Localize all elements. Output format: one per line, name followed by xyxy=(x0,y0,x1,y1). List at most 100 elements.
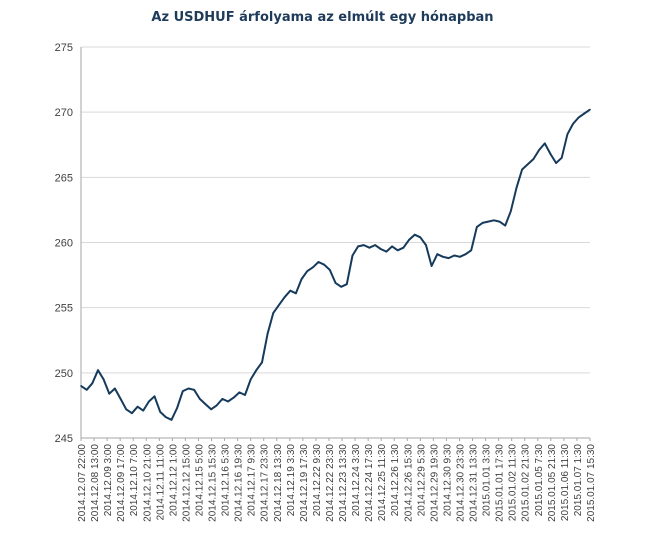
data-point xyxy=(323,263,325,266)
data-point xyxy=(266,332,269,335)
data-point xyxy=(396,249,399,252)
data-point xyxy=(261,361,263,364)
data-point xyxy=(114,387,116,390)
data-point xyxy=(374,244,376,246)
x-tick-label: 2014.12.16 19:30 xyxy=(234,444,245,522)
data-point xyxy=(329,269,331,271)
data-point xyxy=(159,411,161,413)
data-point xyxy=(515,186,518,189)
y-tick-label: 265 xyxy=(55,172,73,184)
data-point xyxy=(583,112,586,115)
data-point xyxy=(148,400,150,403)
data-point xyxy=(510,210,512,213)
data-point xyxy=(198,398,201,400)
data-point xyxy=(283,296,286,299)
data-point xyxy=(566,133,569,136)
data-point xyxy=(470,249,473,252)
x-tick-label: 2014.12.16 5:30 xyxy=(221,444,232,517)
data-point xyxy=(538,149,540,151)
x-tick-label: 2014.12.23 13:30 xyxy=(338,444,349,522)
data-point xyxy=(521,168,523,171)
x-tick-label: 2014.12.26 1:30 xyxy=(390,444,401,517)
data-point xyxy=(142,409,145,412)
data-point xyxy=(459,256,461,258)
x-tick-label: 2015.01.07 15:30 xyxy=(586,444,597,522)
data-point xyxy=(419,236,422,239)
data-point xyxy=(555,162,557,164)
x-tick-label: 2014.12.24 3:30 xyxy=(351,444,362,517)
x-tick-label: 2014.12.18 13:30 xyxy=(273,444,284,522)
x-tick-label: 2014.12.22 23:30 xyxy=(325,444,336,522)
x-tick-label: 2014.12.08 13:00 xyxy=(90,444,101,522)
x-tick-label: 2015.01.01 17:30 xyxy=(495,444,506,522)
x-tick-label: 2014.12.10 7:00 xyxy=(129,444,140,517)
y-tick-label: 250 xyxy=(55,368,73,380)
data-point xyxy=(362,244,365,246)
data-point xyxy=(227,400,229,403)
data-point xyxy=(476,226,478,228)
gridlines xyxy=(81,46,590,374)
data-point xyxy=(572,123,574,125)
data-point xyxy=(153,395,156,398)
y-tick-label: 275 xyxy=(55,42,73,54)
data-point xyxy=(210,408,212,411)
data-point xyxy=(91,382,94,385)
data-point xyxy=(413,233,416,236)
data-point xyxy=(249,378,252,381)
data-point xyxy=(278,304,280,306)
data-point xyxy=(498,220,501,223)
data-point xyxy=(357,245,359,248)
data-point xyxy=(97,369,99,372)
series-layer xyxy=(80,108,591,421)
x-tick-label: 2014.12.15 5:00 xyxy=(194,444,205,517)
data-point xyxy=(425,244,427,246)
data-point xyxy=(300,278,303,280)
data-point xyxy=(165,416,167,418)
data-point xyxy=(589,108,591,111)
data-point xyxy=(136,405,139,408)
x-tick-label: 2014.12.10 21:00 xyxy=(142,444,153,522)
data-point xyxy=(312,266,314,269)
x-tick-label: 2014.12.12 15:00 xyxy=(181,444,192,522)
data-point xyxy=(289,289,292,292)
data-point xyxy=(340,286,342,288)
data-point xyxy=(295,292,297,295)
x-tick-label: 2014.12.22 9:30 xyxy=(312,444,323,517)
data-point xyxy=(379,248,382,250)
data-point xyxy=(351,254,354,257)
x-tick-label: 2014.12.30 9:30 xyxy=(442,444,453,517)
x-tick-label: 2014.12.29 19:30 xyxy=(429,444,440,522)
data-point xyxy=(504,224,506,227)
x-tick-label: 2014.12.19 17:30 xyxy=(299,444,310,522)
data-point xyxy=(317,261,320,263)
x-tick-label: 2015.01.07 1:30 xyxy=(573,444,584,517)
data-point xyxy=(464,253,467,256)
data-point xyxy=(543,142,546,145)
data-point xyxy=(102,378,105,381)
x-tick-label: 2014.12.31 13:30 xyxy=(469,444,480,522)
x-tick-label: 2015.01.06 11:30 xyxy=(560,444,571,522)
x-tick-label: 2014.12.09 3:00 xyxy=(103,444,114,517)
data-point xyxy=(176,407,178,409)
data-point xyxy=(119,398,122,400)
x-tick-label: 2014.12.29 5:30 xyxy=(416,444,427,517)
x-tick-label: 2015.01.02 11:30 xyxy=(508,444,519,522)
x-axis: 2014.12.07 22:00 2014.12.08 13:00 2014.12.… xyxy=(77,437,597,522)
x-tick-label: 2014.12.30 23:30 xyxy=(455,444,466,522)
x-tick-label: 2014.12.26 15:30 xyxy=(403,444,414,522)
data-point xyxy=(306,270,309,272)
data-point xyxy=(80,385,82,387)
data-point xyxy=(85,388,88,391)
data-point xyxy=(170,418,173,421)
x-tick-label: 2015.01.01 3:30 xyxy=(482,444,493,517)
y-axis: 245 250 255 260 265 270 275 xyxy=(55,42,82,445)
x-tick-label: 2014.12.19 3:30 xyxy=(286,444,297,517)
data-point xyxy=(334,282,337,284)
data-point xyxy=(487,220,490,223)
data-point xyxy=(108,392,111,395)
data-point xyxy=(447,257,450,259)
data-point xyxy=(255,369,258,372)
x-tick-label: 2015.01.05 7:30 xyxy=(534,444,545,517)
data-point xyxy=(125,408,128,411)
